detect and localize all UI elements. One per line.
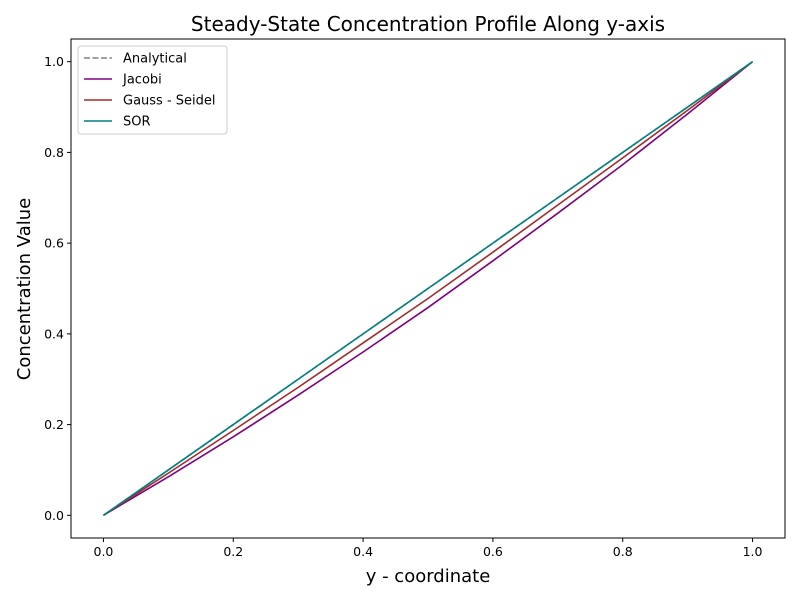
legend-item: Analytical	[84, 52, 187, 67]
y-tick-label: 0.8	[44, 145, 64, 160]
plot-frame	[70, 38, 786, 539]
x-tick-label: 0.2	[223, 544, 243, 559]
chart-title: Steady-State Concentration Profile Along…	[191, 12, 665, 36]
x-tick-label: 0.4	[353, 544, 373, 559]
plot-area: 0.0 0.2 0.4 0.6 0.8 1.0 0.0 0.2 0.4 0.6 0.8 1.0	[44, 38, 786, 559]
legend-item: Jacobi	[84, 73, 162, 88]
series-line-sor	[102, 61, 754, 516]
y-axis-label: Concentration Value	[14, 198, 35, 381]
y-tick-label: 0.6	[44, 236, 64, 251]
legend-label: SOR	[123, 115, 151, 130]
series-line-gauss-seidel	[103, 61, 754, 516]
series-line-jacobi	[103, 61, 754, 517]
legend-box	[77, 45, 228, 135]
legend: Analytical Jacobi Gauss - Seidel SOR	[77, 45, 228, 135]
y-tick-label: 0.2	[44, 417, 64, 432]
x-tick-label: 1.0	[743, 544, 763, 559]
y-tick-label: 1.0	[44, 54, 64, 69]
y-tick-label: 0.4	[44, 326, 64, 341]
legend-label: Gauss - Seidel	[123, 94, 216, 109]
x-tick-label: 0.6	[483, 544, 503, 559]
legend-label: Jacobi	[122, 73, 162, 88]
legend-item: Gauss - Seidel	[84, 94, 216, 109]
y-tick-label: 0.0	[44, 508, 64, 523]
legend-label: Analytical	[123, 52, 187, 67]
x-axis-label: y - coordinate	[366, 566, 491, 587]
x-tick-label: 0.8	[613, 544, 633, 559]
x-tick-label: 0.0	[94, 544, 114, 559]
legend-item: SOR	[84, 115, 151, 130]
